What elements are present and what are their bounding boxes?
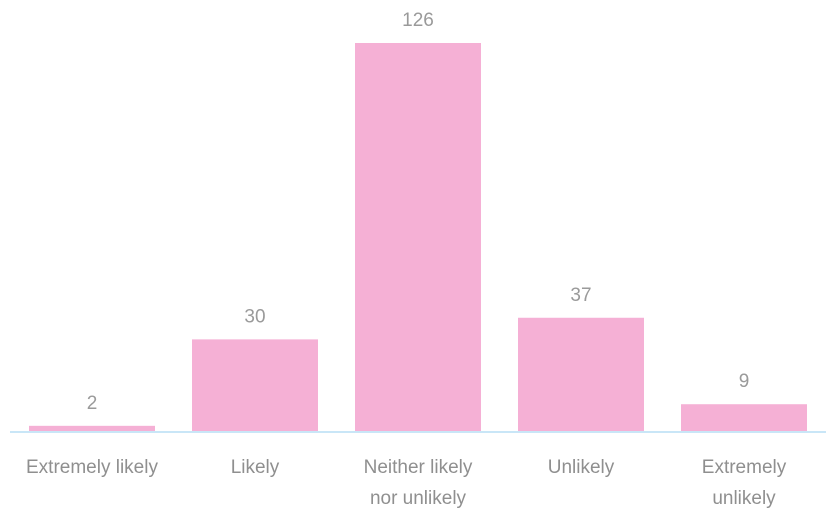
- tick-label-4-line-1: unlikely: [712, 488, 776, 509]
- tick-label-3-line-0: Unlikely: [548, 457, 615, 478]
- bar-3: [518, 317, 644, 432]
- bar-0: [29, 425, 155, 432]
- data-label-2: 126: [402, 10, 434, 31]
- bar-2: [355, 43, 481, 432]
- tick-label-1: Likely: [231, 457, 280, 478]
- tick-label-0: Extremely likely: [26, 457, 158, 478]
- data-label-3: 37: [570, 285, 591, 306]
- bar-1: [192, 339, 318, 432]
- tick-label-2-line-0: Neither likely: [364, 457, 473, 478]
- bar-4: [681, 404, 807, 432]
- data-label-1: 30: [244, 306, 265, 327]
- tick-label-4: Extremely unlikely: [702, 457, 787, 509]
- data-labels-group: 2 30 126 37 9: [87, 10, 750, 414]
- data-label-0: 2: [87, 393, 98, 414]
- tick-labels-group: Extremely likely Likely Neither likely nor …: [26, 457, 787, 509]
- tick-label-1-line-0: Likely: [231, 457, 280, 478]
- tick-label-2-line-1: nor unlikely: [370, 488, 467, 509]
- bars-group: [29, 43, 807, 432]
- tick-label-3: Unlikely: [548, 457, 615, 478]
- tick-label-4-line-0: Extremely: [702, 457, 787, 478]
- data-label-4: 9: [739, 371, 750, 392]
- tick-label-2: Neither likely nor unlikely: [364, 457, 473, 509]
- tick-label-0-line-0: Extremely likely: [26, 457, 158, 478]
